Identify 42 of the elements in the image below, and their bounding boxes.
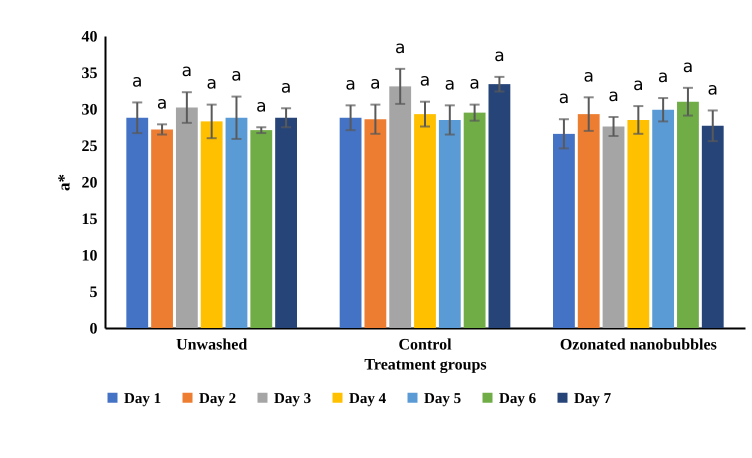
data-label: a: [182, 61, 192, 82]
legend-label: Day 5: [424, 390, 462, 407]
data-label: a: [608, 86, 619, 106]
y-axis-title: a*: [54, 174, 74, 191]
data-label: a: [682, 56, 694, 77]
y-tick-label: 10: [82, 248, 98, 264]
y-tick-label: 30: [82, 102, 98, 118]
y-tick-label: 5: [90, 284, 98, 301]
data-label: a: [156, 93, 168, 114]
data-label: a: [280, 77, 292, 98]
data-label: a: [345, 74, 356, 94]
data-label: a: [658, 67, 668, 88]
legend-label: Day 2: [199, 390, 236, 407]
x-tick-label: Ozonated nanobubbles: [560, 336, 717, 354]
data-label: a: [132, 71, 142, 92]
legend-label: Day 1: [124, 390, 162, 407]
x-tick-label: Control: [398, 336, 452, 354]
data-label: a: [558, 88, 570, 108]
data-label: a: [584, 66, 594, 86]
data-label: a: [708, 79, 718, 100]
data-label: a: [231, 66, 242, 86]
legend-label: Day 6: [499, 390, 537, 407]
data-label: a: [256, 96, 266, 116]
y-tick-label: 15: [82, 211, 98, 228]
data-label: a: [633, 75, 644, 96]
legend-label: Day 3: [274, 390, 312, 407]
legend-label: Day 4: [349, 390, 387, 407]
data-label: a: [206, 74, 217, 94]
y-tick-label: 0: [90, 320, 98, 338]
y-tick-label: 20: [82, 174, 98, 192]
y-tick-label: 35: [82, 65, 98, 82]
legend-label: Day 7: [574, 390, 612, 407]
data-label: a: [394, 38, 406, 58]
data-label: a: [444, 74, 456, 94]
y-tick-label: 25: [82, 138, 98, 155]
x-axis-title: Treatment groups: [364, 356, 487, 374]
y-tick-label: 40: [82, 28, 98, 46]
data-label: a: [469, 74, 480, 94]
data-label: a: [494, 46, 505, 66]
data-label: a: [420, 70, 430, 91]
data-label: a: [370, 74, 381, 94]
x-tick-label: Unwashed: [176, 336, 248, 354]
